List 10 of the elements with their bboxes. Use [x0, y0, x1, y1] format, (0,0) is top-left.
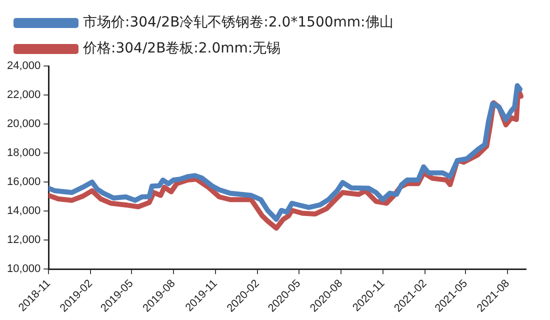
y-tick-label: 14,000	[6, 205, 41, 218]
y-tick-label: 24,000	[6, 60, 41, 72]
y-tick-label: 10,000	[6, 263, 41, 276]
legend-label: 市场价:304/2B冷轧不锈钢卷:2.0*1500mm:佛山	[83, 14, 394, 31]
y-tick-label: 12,000	[6, 234, 41, 246]
y-tick-label: 18,000	[6, 147, 41, 160]
y-tick-label: 20,000	[6, 118, 41, 130]
y-tick-label: 22,000	[6, 89, 41, 102]
y-tick-label: 16,000	[6, 176, 41, 188]
legend-label: 价格:304/2B卷板:2.0mm:无锡	[82, 40, 281, 57]
